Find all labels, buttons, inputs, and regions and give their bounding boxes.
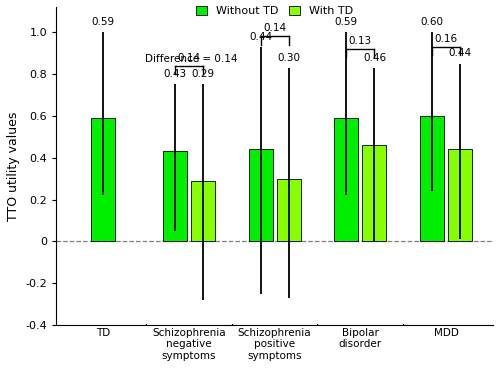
Text: 0.59: 0.59 bbox=[334, 17, 357, 27]
Text: 0.13: 0.13 bbox=[348, 36, 372, 46]
Bar bbox=[277, 178, 301, 241]
Bar bbox=[248, 149, 272, 241]
Text: 0.44: 0.44 bbox=[249, 32, 272, 42]
Text: 0.14: 0.14 bbox=[263, 23, 286, 33]
Text: 0.44: 0.44 bbox=[448, 48, 471, 58]
Bar bbox=[163, 151, 187, 241]
Bar bbox=[362, 145, 386, 241]
Text: 0.59: 0.59 bbox=[92, 17, 115, 27]
Bar bbox=[191, 181, 215, 241]
Text: 0.46: 0.46 bbox=[363, 53, 386, 63]
Y-axis label: TTO utility values: TTO utility values bbox=[7, 112, 20, 221]
Text: 0.14: 0.14 bbox=[178, 53, 201, 63]
Text: 0.29: 0.29 bbox=[192, 69, 214, 79]
Bar bbox=[448, 149, 472, 241]
Text: 0.60: 0.60 bbox=[420, 17, 444, 27]
Legend: Without TD, With TD: Without TD, With TD bbox=[196, 6, 354, 16]
Text: 0.16: 0.16 bbox=[434, 33, 458, 44]
Bar bbox=[420, 116, 444, 241]
Text: Difference = 0.14: Difference = 0.14 bbox=[145, 54, 238, 64]
Text: 0.43: 0.43 bbox=[164, 69, 186, 79]
Bar bbox=[334, 118, 358, 241]
Text: 0.30: 0.30 bbox=[278, 53, 300, 63]
Bar bbox=[92, 118, 116, 241]
